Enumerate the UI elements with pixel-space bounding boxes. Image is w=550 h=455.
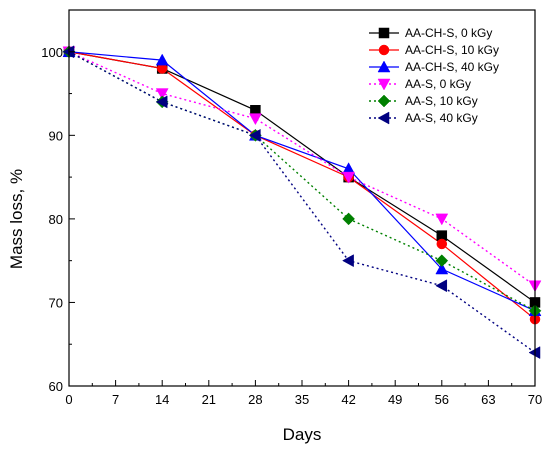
legend-marker-5 xyxy=(377,94,391,108)
x-tick-label: 42 xyxy=(341,392,355,407)
x-tick-label: 21 xyxy=(202,392,216,407)
legend-label-4: AA-S, 0 kGy xyxy=(405,77,471,91)
data-point-series-5 xyxy=(435,254,449,268)
legend-label-5: AA-S, 10 kGy xyxy=(405,94,478,108)
series-line-3 xyxy=(68,51,536,312)
data-point-series-4 xyxy=(435,213,449,226)
data-point-series-4 xyxy=(155,88,169,101)
series-line-2 xyxy=(68,51,536,320)
legend-label-6: AA-S, 40 kGy xyxy=(405,111,478,125)
y-tick-label: 60 xyxy=(49,379,63,394)
legend-marker-3 xyxy=(377,60,391,73)
legend-marker-6 xyxy=(377,111,390,125)
series-line-4 xyxy=(68,51,536,287)
y-tick-label: 70 xyxy=(49,295,63,310)
data-point-series-4 xyxy=(342,171,356,184)
x-tick-label: 7 xyxy=(112,392,119,407)
axes: 0 7 14 21 28 35 42 49 56 63 70 60 70 80 90 100 xyxy=(41,9,542,407)
x-axis-title: Days xyxy=(283,425,322,444)
x-tick-label: 28 xyxy=(248,392,262,407)
data-point-series-6 xyxy=(435,279,448,293)
x-tick-label: 14 xyxy=(155,392,169,407)
plot-area xyxy=(62,45,542,359)
legend-marker-1 xyxy=(378,27,390,39)
y-tick-label: 100 xyxy=(41,45,63,60)
legend-label-3: AA-CH-S, 40 kGy xyxy=(405,60,499,74)
y-axis-title: Mass loss, % xyxy=(7,169,26,269)
x-tick-label: 35 xyxy=(295,392,309,407)
y-tick-label: 80 xyxy=(49,212,63,227)
data-point-series-5 xyxy=(342,212,355,226)
legend-label-1: AA-CH-S, 0 kGy xyxy=(405,26,492,40)
x-tick-label: 63 xyxy=(481,392,495,407)
x-tick-label: 0 xyxy=(65,392,72,407)
x-tick-label: 49 xyxy=(388,392,402,407)
data-point-series-6 xyxy=(342,254,354,268)
data-point-series-6 xyxy=(248,128,261,142)
x-tick-label: 70 xyxy=(528,392,542,407)
data-point-series-4 xyxy=(248,113,262,126)
legend-label-2: AA-CH-S, 10 kGy xyxy=(405,43,499,57)
data-point-series-6 xyxy=(155,95,168,109)
y-tick-label: 90 xyxy=(49,128,63,143)
legend: AA-CH-S, 0 kGy AA-CH-S, 10 kGy AA-CH-S, 40… xyxy=(369,26,499,125)
data-point-series-3 xyxy=(155,53,169,66)
data-point-series-2 xyxy=(436,238,448,250)
x-tick-label: 56 xyxy=(435,392,449,407)
series-line-6 xyxy=(68,51,536,354)
data-point-series-3 xyxy=(435,262,449,275)
legend-marker-2 xyxy=(378,44,390,56)
legend-marker-4 xyxy=(377,78,391,91)
